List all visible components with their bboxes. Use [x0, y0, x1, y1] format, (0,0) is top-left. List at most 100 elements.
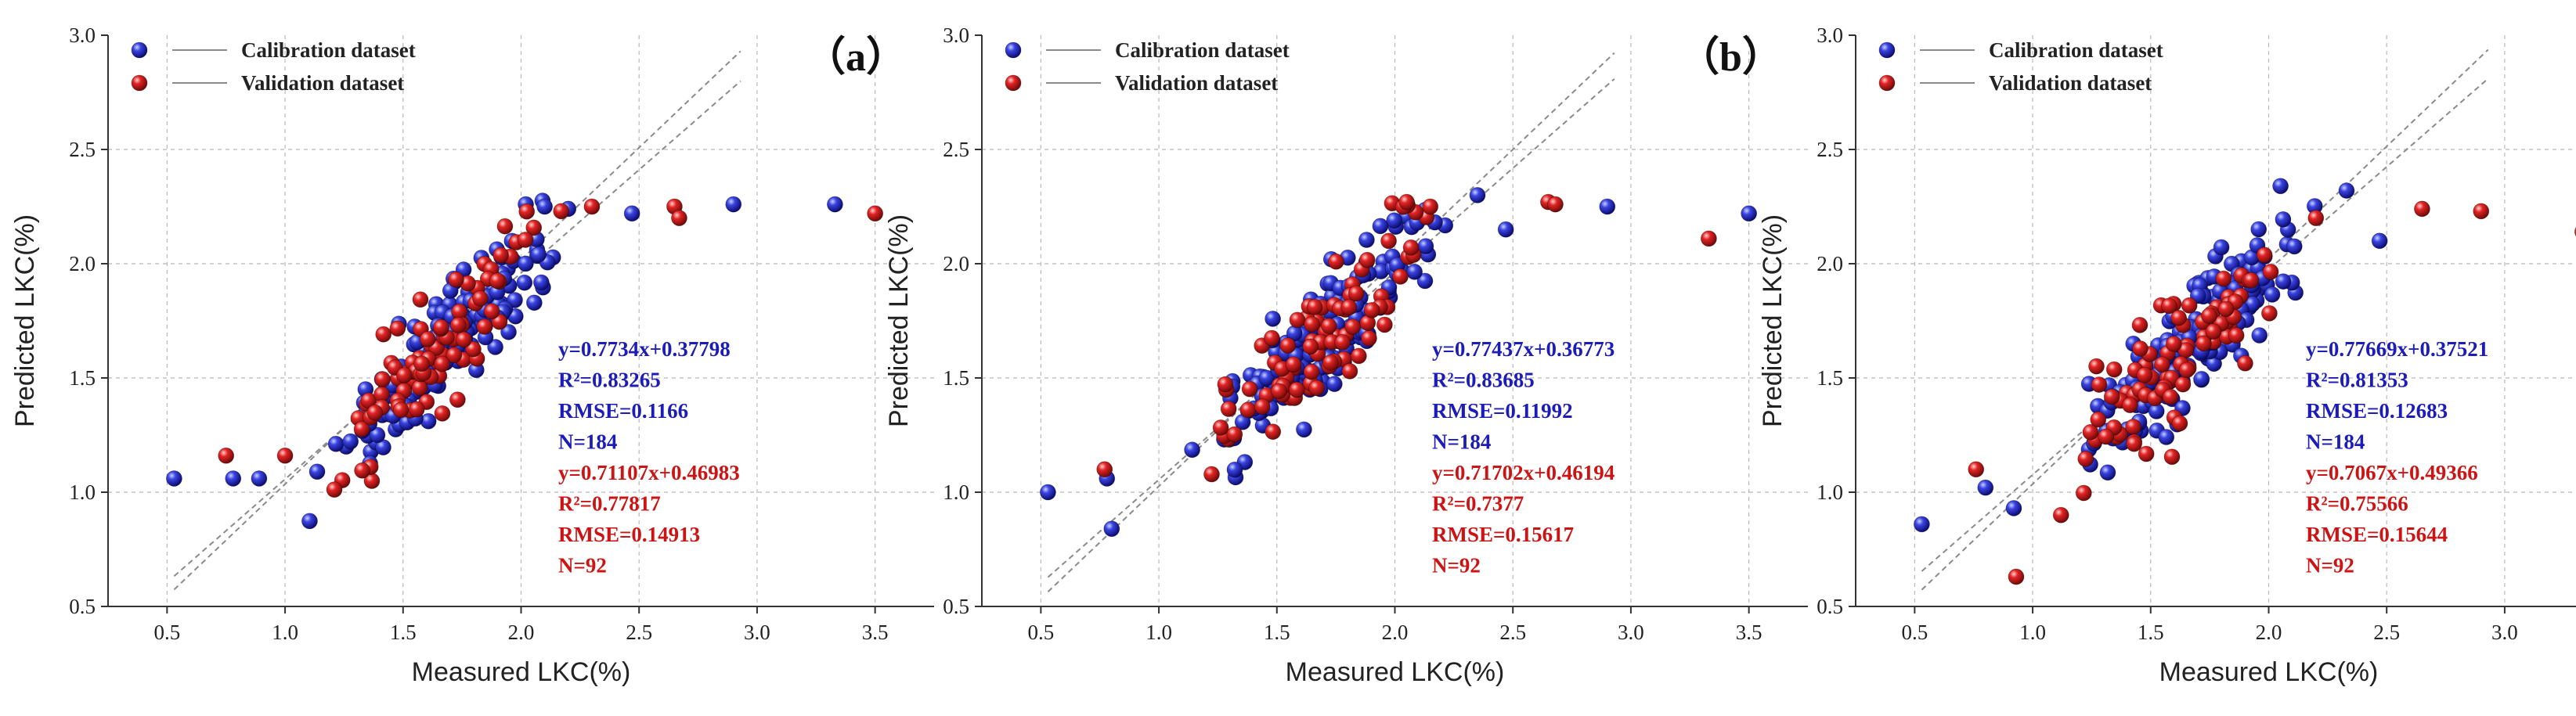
validation-point	[447, 271, 464, 288]
legend-label-calibration: Calibration dataset	[241, 38, 416, 62]
validation-point	[518, 203, 536, 220]
stat-validation: R²=0.75566	[2306, 492, 2408, 516]
stat-calibration: R²=0.83265	[558, 369, 661, 392]
y-tick-label: 3.0	[1817, 23, 1843, 47]
stat-validation: y=0.7067x+0.49366	[2306, 461, 2478, 484]
x-tick-label: 2.5	[626, 621, 652, 644]
validation-point	[354, 462, 371, 479]
validation-point	[455, 331, 472, 348]
validation-point	[1700, 230, 1717, 247]
validation-point	[2162, 388, 2179, 405]
legend-marker-calibration	[131, 41, 148, 59]
validation-point	[434, 405, 451, 422]
calibration-point	[1184, 441, 1200, 459]
validation-point	[1271, 383, 1287, 400]
calibration-point	[530, 246, 547, 263]
validation-point	[1289, 311, 1306, 329]
calibration-point	[369, 426, 386, 444]
validation-point	[2163, 448, 2181, 466]
validation-point	[2170, 309, 2188, 326]
validation-point	[2161, 297, 2177, 315]
y-tick-label: 2.0	[943, 252, 969, 275]
legend-marker-calibration	[1005, 41, 1022, 59]
validation-point	[1322, 354, 1339, 371]
x-axis-title: Measured LKC(%)	[1286, 657, 1505, 687]
validation-point	[2154, 356, 2170, 373]
calibration-point	[1226, 461, 1243, 478]
validation-point	[1328, 253, 1344, 270]
validation-point	[1361, 329, 1377, 347]
stat-calibration: R²=0.81353	[2306, 369, 2408, 392]
x-axis-title: Measured LKC(%)	[2159, 657, 2379, 687]
stat-validation: y=0.71702x+0.46194	[1432, 461, 1615, 484]
stat-calibration: R²=0.83685	[1432, 369, 1535, 392]
calibration-point	[1497, 221, 1514, 238]
stat-calibration: RMSE=0.1166	[558, 399, 688, 423]
validation-point	[2228, 327, 2245, 344]
validation-point	[2215, 270, 2232, 287]
x-tick-label: 3.0	[1618, 621, 1644, 644]
legend: Calibration dataset Validation dataset	[131, 38, 416, 95]
validation-point	[2307, 210, 2325, 227]
x-tick-label: 1.0	[2019, 621, 2046, 644]
validation-point	[2174, 376, 2192, 393]
calibration-point	[1358, 232, 1375, 248]
x-tick-label: 1.0	[272, 621, 298, 644]
validation-point	[1308, 380, 1326, 397]
x-axis-title: Measured LKC(%)	[412, 657, 631, 687]
validation-point	[2262, 263, 2279, 280]
stat-validation: R²=0.7377	[1432, 492, 1524, 516]
calibration-point	[2264, 286, 2281, 303]
validation-point	[1254, 398, 1271, 416]
calibration-point	[532, 274, 550, 291]
validation-point	[432, 318, 449, 336]
y-tick-label: 0.5	[1817, 595, 1843, 618]
validation-point	[2008, 568, 2025, 585]
validation-point	[1217, 376, 1234, 393]
validation-point	[2201, 308, 2217, 324]
calibration-point	[1913, 516, 1930, 533]
stat-calibration: y=0.77437x+0.36773	[1432, 337, 1615, 361]
y-axis-title: Predicted LKC(%)	[10, 214, 40, 427]
y-tick-label: 3.0	[943, 23, 969, 47]
validation-point	[2105, 361, 2123, 378]
calibration-point	[1372, 218, 1389, 235]
y-tick-label: 2.5	[69, 138, 96, 161]
validation-point	[2256, 246, 2273, 264]
validation-point	[517, 232, 534, 248]
validation-point	[2077, 451, 2094, 467]
validation-point	[1398, 193, 1415, 210]
calibration-point	[2193, 370, 2210, 387]
stat-validation: RMSE=0.15644	[2306, 523, 2448, 546]
stat-validation: N=92	[1432, 554, 1481, 577]
y-tick-label: 1.0	[69, 480, 96, 504]
calibration-point	[1386, 212, 1403, 229]
validation-point	[276, 447, 294, 464]
x-tick-label: 3.5	[1736, 621, 1762, 644]
validation-point	[1265, 423, 1282, 441]
validation-point	[2138, 445, 2155, 462]
y-axis-title: Predicted LKC(%)	[884, 214, 914, 427]
validation-point	[1306, 298, 1323, 315]
fit-line-validation	[1921, 77, 2489, 572]
calibration-point	[2338, 182, 2355, 199]
validation-point	[449, 316, 467, 333]
calibration-point	[2286, 238, 2303, 255]
stat-calibration: RMSE=0.11992	[1432, 399, 1573, 423]
calibration-point	[487, 339, 503, 355]
validation-point	[2473, 203, 2490, 220]
calibration-point	[2251, 327, 2268, 344]
validation-point	[1402, 239, 1420, 256]
y-tick-label: 3.0	[69, 23, 96, 47]
stat-validation: R²=0.77817	[558, 492, 661, 516]
validation-point	[1363, 301, 1380, 318]
validation-point	[1285, 356, 1302, 373]
y-tick-label: 1.0	[943, 480, 969, 504]
legend-label-validation: Validation dataset	[1989, 71, 2152, 95]
validation-point	[2126, 435, 2142, 452]
y-tick-label: 2.0	[69, 252, 96, 275]
stat-validation: RMSE=0.15617	[1432, 523, 1574, 546]
validation-point	[553, 203, 570, 220]
legend-marker-validation	[1005, 74, 1022, 92]
validation-point	[1334, 333, 1351, 351]
